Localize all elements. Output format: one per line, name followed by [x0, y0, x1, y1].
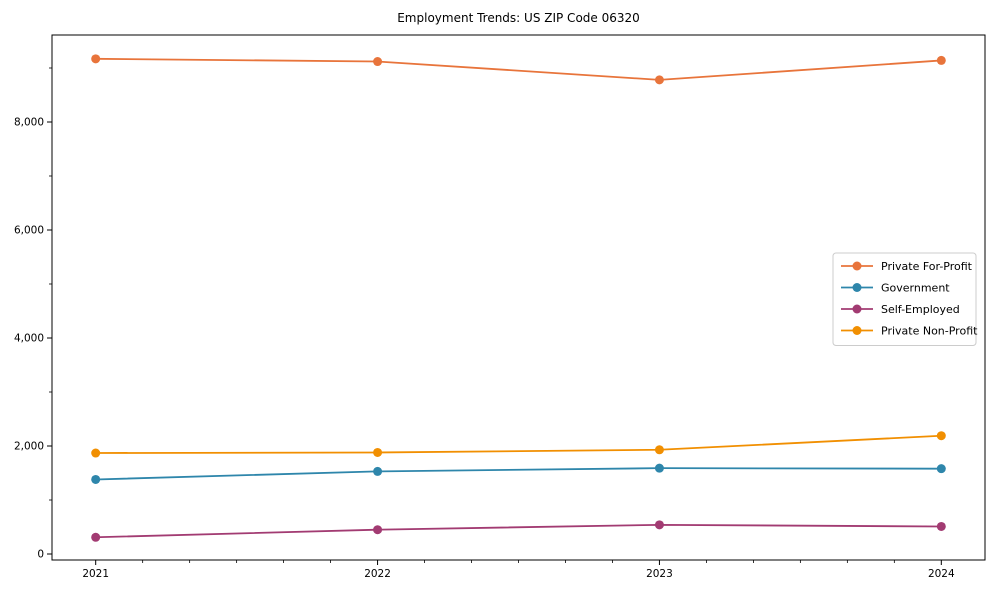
data-point-marker: [373, 466, 383, 476]
series-line: [94, 523, 943, 539]
data-point-marker: [373, 447, 383, 457]
series-line: [94, 434, 943, 454]
data-point-marker: [373, 57, 383, 67]
data-point-marker: [936, 431, 946, 441]
y-tick-label: 2,000: [14, 441, 44, 453]
legend-label: Self-Employed: [881, 303, 960, 316]
x-tick-label: 2021: [82, 568, 109, 580]
chart-title: Employment Trends: US ZIP Code 06320: [397, 11, 640, 25]
data-point-marker: [654, 520, 664, 530]
y-tick-label: 8,000: [14, 116, 44, 128]
legend-marker: [852, 283, 862, 292]
y-tick-label: 4,000: [14, 333, 44, 345]
legend-marker: [852, 304, 862, 314]
data-point-marker: [936, 55, 946, 65]
y-tick-label: 0: [37, 549, 44, 561]
x-tick-label: 2023: [646, 568, 673, 580]
series-line: [94, 467, 943, 481]
x-tick-label: 2022: [364, 568, 391, 580]
legend-marker: [852, 326, 862, 335]
data-point-marker: [373, 525, 383, 535]
data-point-marker: [91, 54, 101, 64]
data-point-marker: [936, 521, 946, 531]
data-point-marker: [654, 463, 664, 473]
data-point-marker: [654, 445, 664, 455]
data-point-marker: [91, 474, 101, 484]
x-tick-label: 2024: [928, 568, 955, 580]
legend-label: Government: [881, 282, 950, 295]
data-point-marker: [91, 532, 101, 542]
series-line: [94, 57, 943, 81]
data-point-marker: [91, 448, 101, 458]
legend-label: Private For-Profit: [881, 260, 973, 273]
legend-box: [832, 252, 977, 346]
data-point-marker: [654, 75, 664, 85]
y-tick-label: 6,000: [14, 224, 44, 236]
legend-marker: [852, 261, 862, 271]
data-point-marker: [936, 464, 946, 474]
legend-label: Private Non-Profit: [881, 325, 978, 338]
